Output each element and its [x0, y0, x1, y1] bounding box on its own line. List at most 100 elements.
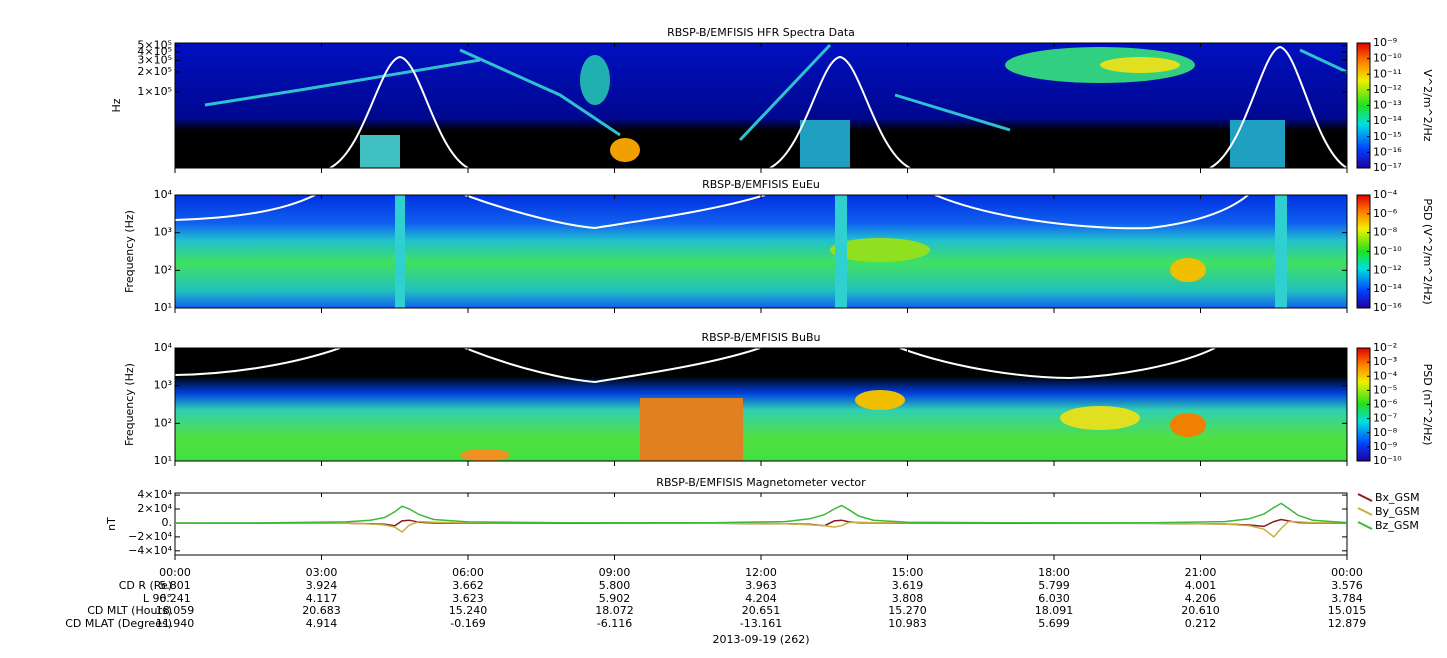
ephemeris-value: 4.117 [306, 592, 338, 605]
x-tick-label: 06:00 [452, 566, 484, 579]
colorbar-tick-label: 10⁻¹⁷ [1373, 161, 1402, 174]
plot-frame [174, 194, 1348, 309]
colorbar-tick-label: 10⁻³ [1373, 355, 1397, 368]
ephemeris-value: 3.619 [892, 579, 924, 592]
ephemeris-value: 15.270 [888, 604, 927, 617]
y-tick-label: 10³ [154, 379, 172, 392]
colorbar-tick-label: 10⁻⁴ [1373, 188, 1398, 201]
y-tick-label: 0. [162, 516, 173, 529]
ephemeris-value: 4.001 [1185, 579, 1217, 592]
ephemeris-value: 12.879 [1328, 617, 1367, 630]
colorbar-tick-label: 10⁻⁶ [1373, 398, 1398, 411]
legend-swatch [1357, 493, 1373, 502]
colorbar-tick-label: 10⁻¹⁶ [1373, 145, 1402, 158]
ephemeris-value: 11.940 [156, 617, 195, 630]
legend-label: Bz_GSM [1375, 519, 1419, 532]
y-tick-label: 10¹ [154, 301, 172, 314]
y-tick-label: −2×10⁴ [128, 530, 172, 543]
x-tick-label: 03:00 [306, 566, 338, 579]
panel-title: RBSP-B/EMFISIS BuBu [702, 331, 821, 344]
colorbar-tick-label: 10⁻¹³ [1373, 99, 1402, 112]
colorbar-tick-label: 10⁻⁹ [1373, 36, 1397, 49]
ephemeris-value: 5.800 [599, 579, 631, 592]
ephemeris-value: 4.204 [745, 592, 777, 605]
colorbar-tick-label: 10⁻⁵ [1373, 383, 1397, 396]
legend-swatch [1357, 521, 1373, 530]
colorbar-tick-label: 10⁻¹⁰ [1373, 52, 1402, 65]
y-tick-label: 1×10⁵ [137, 85, 172, 98]
ephemeris-value: -6.116 [597, 617, 632, 630]
colorbar-tick-label: 10⁻¹⁴ [1373, 114, 1402, 127]
y-tick-label: 10² [154, 263, 172, 276]
ephemeris-value: 3.623 [452, 592, 484, 605]
ephemeris-label: CD R (Re) [119, 579, 172, 592]
x-tick-label: 00:00 [1331, 566, 1363, 579]
colorbar-tick-label: 10⁻¹⁰ [1373, 454, 1402, 467]
y-tick-label: 10² [154, 416, 172, 429]
y-axis-label: Frequency (Hz) [123, 363, 136, 446]
colorbar-tick-label: 10⁻¹² [1373, 83, 1402, 96]
y-tick-label: 10⁴ [154, 188, 173, 201]
legend-label: Bx_GSM [1375, 491, 1420, 504]
y-tick-label: 2×10⁴ [137, 502, 172, 515]
ephemeris-value: 4.206 [1185, 592, 1217, 605]
ephemeris-value: 3.784 [1331, 592, 1363, 605]
ephemeris-value: 20.683 [302, 604, 341, 617]
ephemeris-value: 6.241 [159, 592, 191, 605]
colorbar-tick-label: 10⁻⁶ [1373, 207, 1398, 220]
series-line [174, 518, 1348, 528]
legend-swatch [1357, 507, 1373, 516]
y-tick-label: 2×10⁵ [137, 65, 172, 78]
spectrogram-image [175, 43, 1347, 461]
ephemeris-value: 20.651 [742, 604, 781, 617]
colorbar-label: PSD (V^2/m^2/Hz) [1421, 198, 1434, 304]
colorbar-tick-label: 10⁻¹⁵ [1373, 130, 1402, 143]
ephemeris-value: 18.091 [1035, 604, 1074, 617]
x-tick-label: 18:00 [1038, 566, 1070, 579]
ephemeris-value: 15.015 [1328, 604, 1367, 617]
panel-title: RBSP-B/EMFISIS HFR Spectra Data [667, 26, 855, 39]
colorbar-label: V^2/m^2/Hz [1421, 69, 1434, 141]
colorbar-tick-label: 10⁻⁹ [1373, 440, 1397, 453]
y-tick-label: 10¹ [154, 454, 172, 467]
ephemeris-value: 6.030 [1038, 592, 1070, 605]
y-axis-label: Hz [110, 98, 123, 112]
colorbar-tick-label: 10⁻¹¹ [1373, 67, 1402, 80]
plot-frame [174, 492, 1348, 556]
legend-label: By_GSM [1375, 505, 1420, 518]
ephemeris-label: L 90° [143, 592, 172, 605]
y-tick-label: 10⁴ [154, 341, 173, 354]
colorbar-tick-label: 10⁻¹² [1373, 263, 1402, 276]
ephemeris-value: 4.914 [306, 617, 338, 630]
ephemeris-value: 18.059 [156, 604, 195, 617]
date-label: 2013-09-19 (262) [712, 633, 809, 646]
colorbar-tick-label: 10⁻⁴ [1373, 369, 1398, 382]
x-tick-label: 15:00 [892, 566, 924, 579]
y-tick-label: 3×10⁵ [137, 53, 172, 66]
y-tick-label: 4×10⁴ [137, 488, 172, 501]
series-line [174, 502, 1348, 524]
colorbar-tick-label: 10⁻¹⁴ [1373, 282, 1402, 295]
ephemeris-value: 3.924 [306, 579, 338, 592]
ephemeris-value: 3.963 [745, 579, 777, 592]
plot-frame [174, 347, 1348, 462]
x-tick-label: 21:00 [1185, 566, 1217, 579]
y-axis-label: Frequency (Hz) [123, 210, 136, 293]
ephemeris-value: 3.808 [892, 592, 924, 605]
ephemeris-value: 10.983 [888, 617, 927, 630]
y-tick-label: 5×10⁵ [137, 39, 172, 52]
ephemeris-value: 15.240 [449, 604, 488, 617]
colorbar-tick-label: 10⁻² [1373, 341, 1397, 354]
ephemeris-value: 5.699 [1038, 617, 1070, 630]
ephemeris-label: CD MLT (Hours) [87, 604, 172, 617]
x-tick-label: 12:00 [745, 566, 777, 579]
y-tick-label: 4×10⁵ [137, 45, 172, 58]
colorbar-tick-label: 10⁻⁷ [1373, 412, 1397, 425]
colorbar-label: PSD (nT^2/Hz) [1421, 364, 1434, 446]
panel-title: RBSP-B/EMFISIS EuEu [702, 178, 820, 191]
colorbar-tick-label: 10⁻⁸ [1373, 226, 1398, 239]
ephemeris-value: -0.169 [450, 617, 485, 630]
ephemeris-value: -13.161 [740, 617, 782, 630]
ephemeris-value: 3.576 [1331, 579, 1363, 592]
